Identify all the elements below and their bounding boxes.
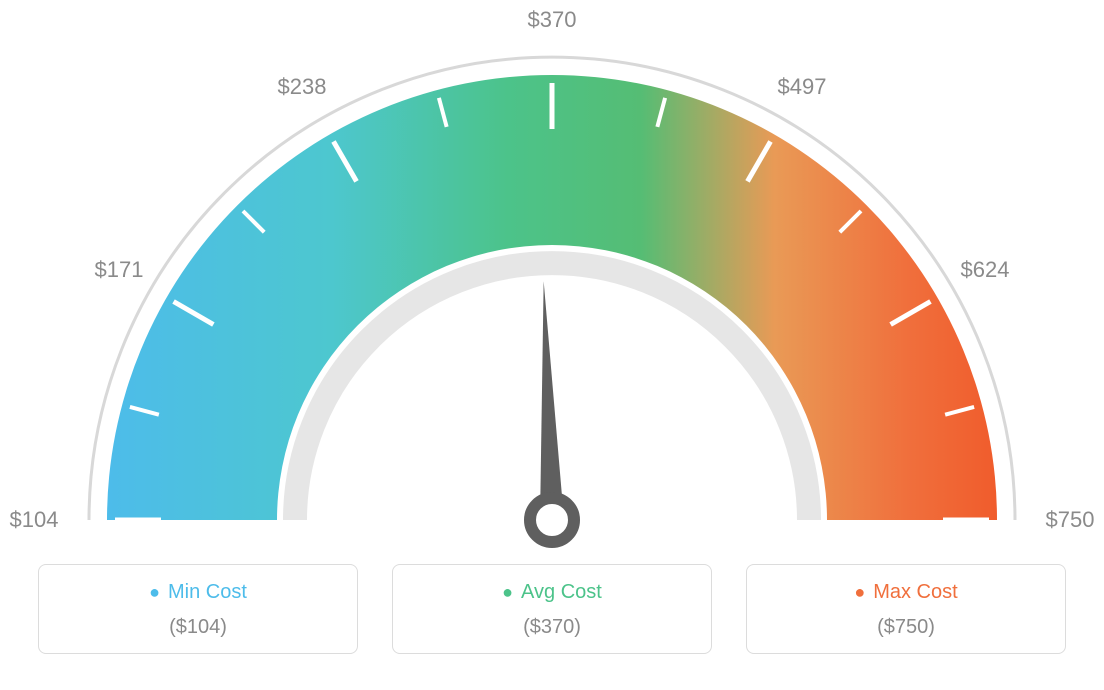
svg-text:$370: $370 <box>528 7 577 32</box>
legend-title-avg: Avg Cost <box>393 581 711 604</box>
svg-text:$171: $171 <box>95 257 144 282</box>
legend-title-max: Max Cost <box>747 581 1065 604</box>
gauge-svg: $104 $171 $238 $370 $497 $624 $750 <box>0 0 1104 560</box>
svg-text:$104: $104 <box>10 507 59 532</box>
legend-row: Min Cost ($104) Avg Cost ($370) Max Cost… <box>0 564 1104 654</box>
svg-text:$238: $238 <box>278 74 327 99</box>
legend-value-avg: ($370) <box>393 616 711 639</box>
legend-value-min: ($104) <box>39 616 357 639</box>
gauge-chart: $104 $171 $238 $370 $497 $624 $750 <box>0 0 1104 560</box>
svg-text:$497: $497 <box>778 74 827 99</box>
svg-text:$624: $624 <box>961 257 1010 282</box>
svg-text:$750: $750 <box>1046 507 1095 532</box>
legend-value-max: ($750) <box>747 616 1065 639</box>
legend-title-min: Min Cost <box>39 581 357 604</box>
legend-card-avg: Avg Cost ($370) <box>392 564 712 654</box>
legend-card-min: Min Cost ($104) <box>38 564 358 654</box>
legend-card-max: Max Cost ($750) <box>746 564 1066 654</box>
